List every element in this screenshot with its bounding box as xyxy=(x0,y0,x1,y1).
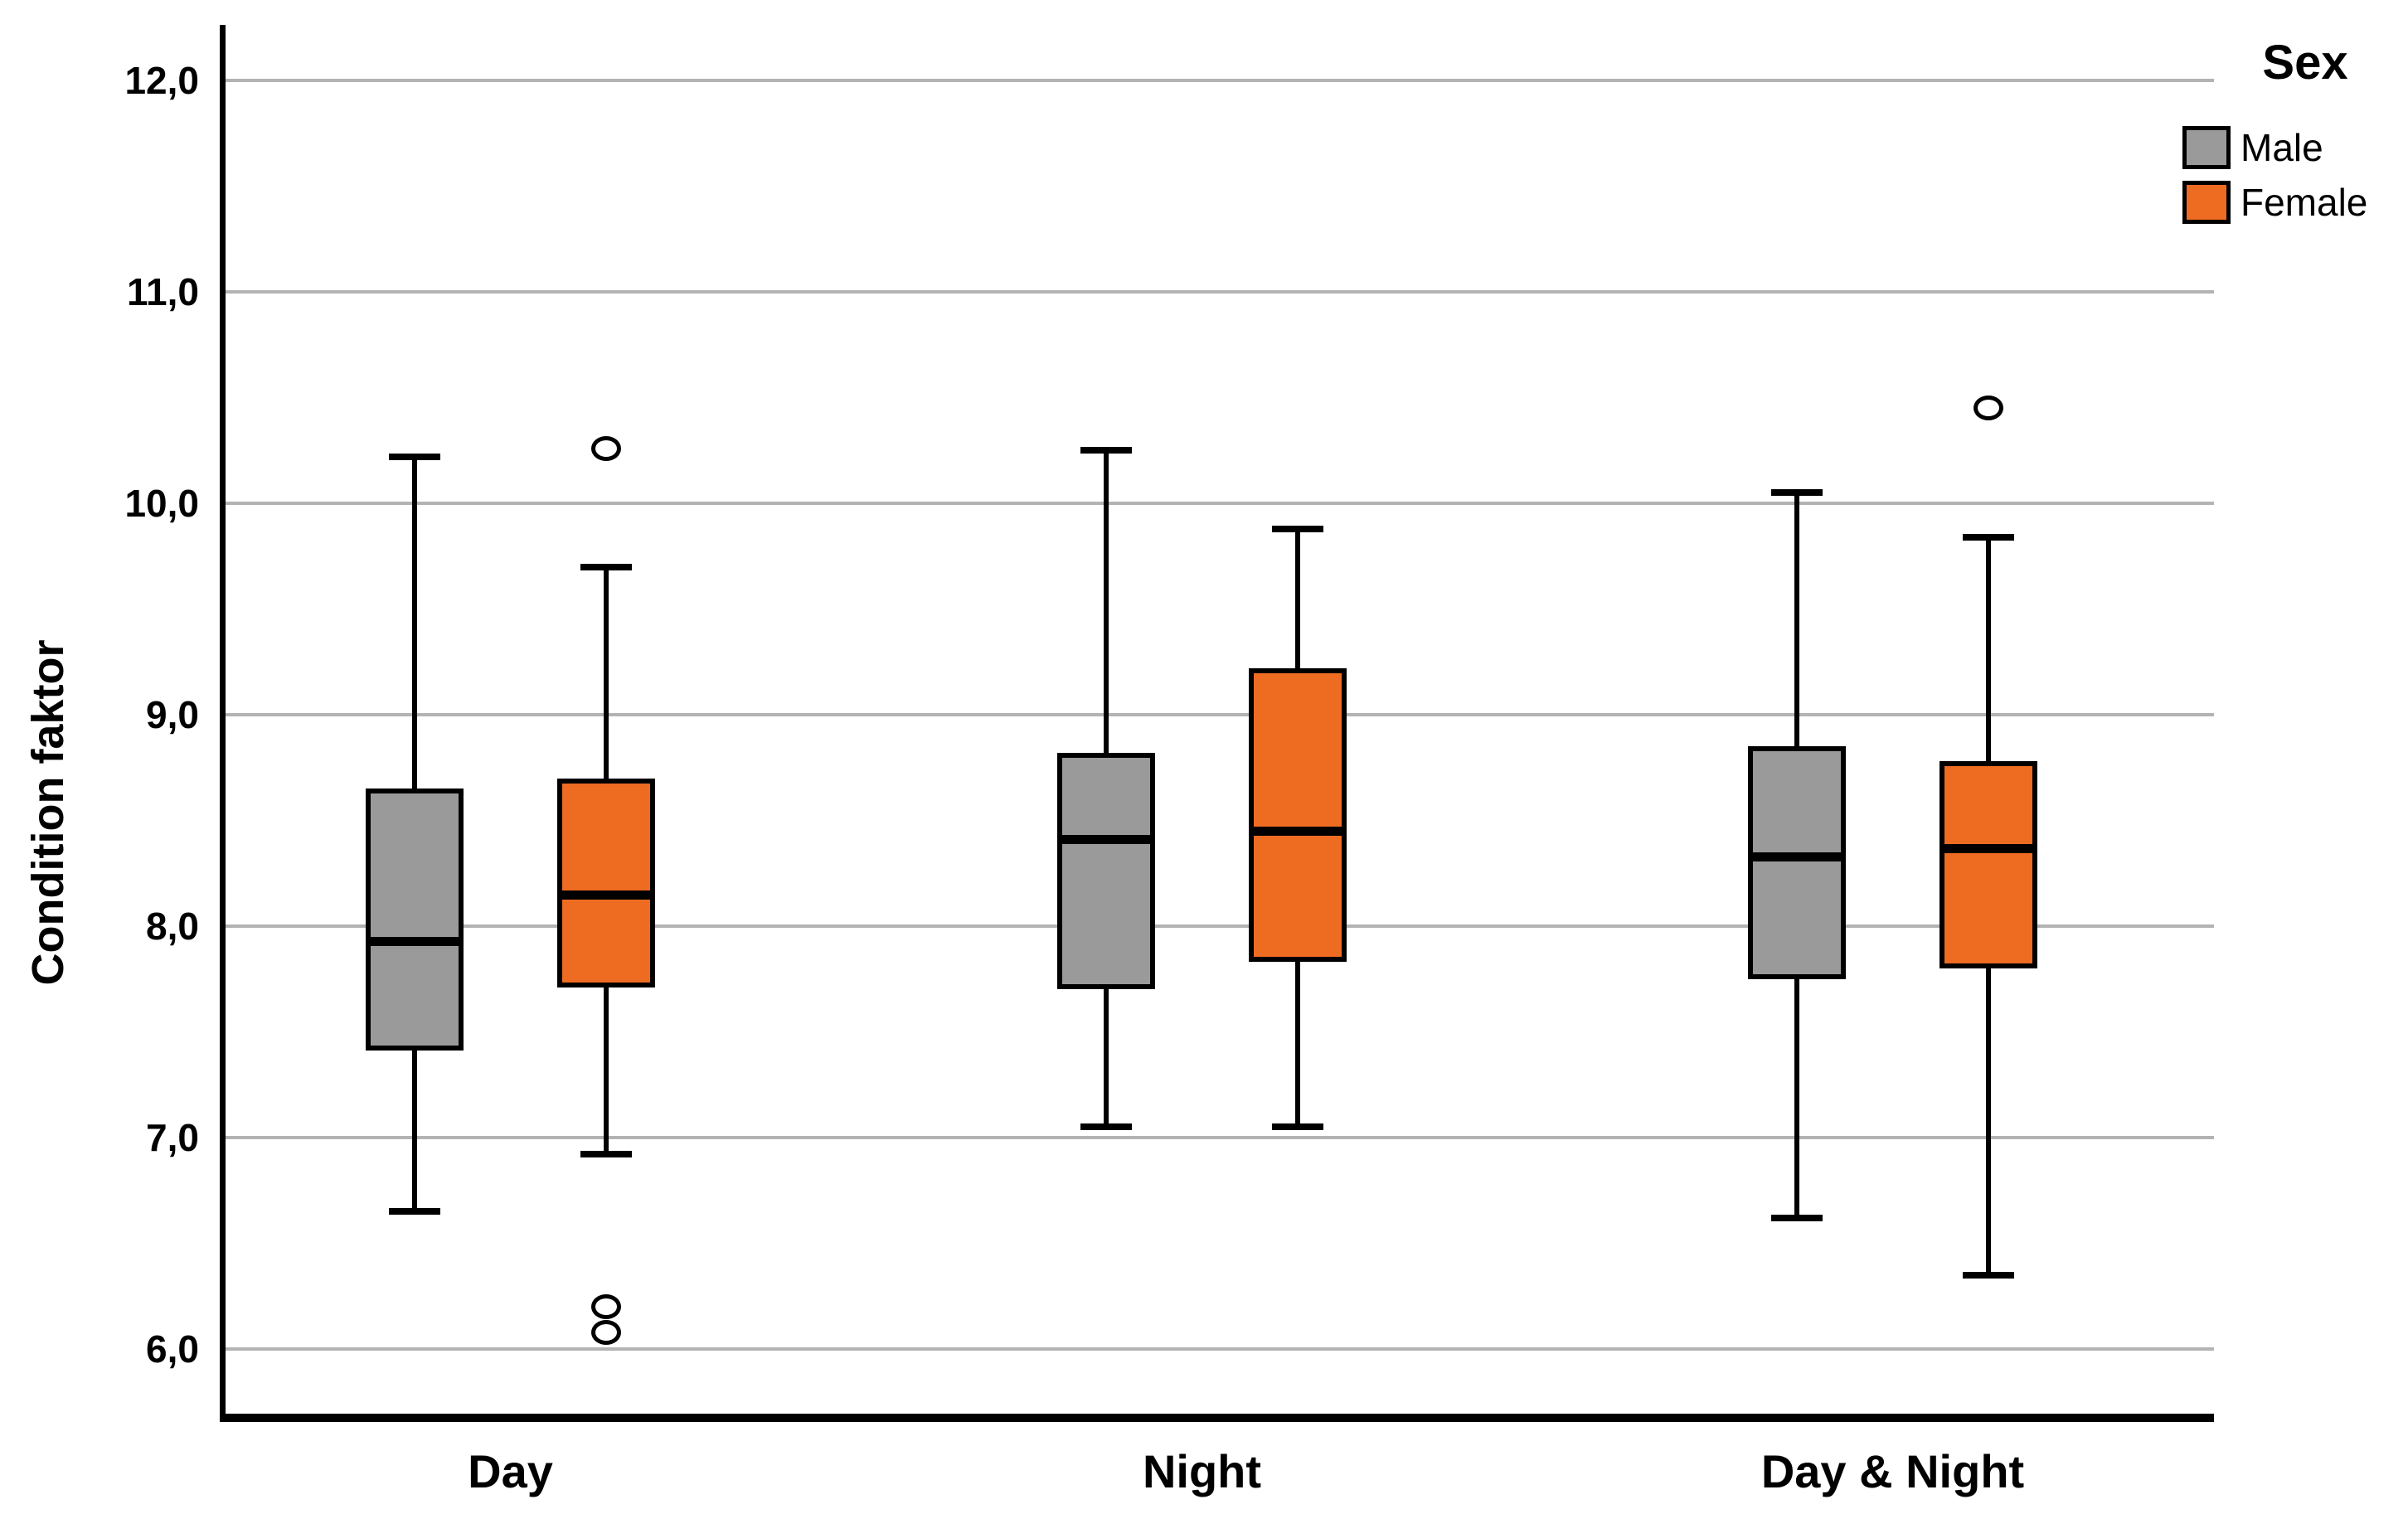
gridline-9 xyxy=(220,713,2214,716)
whisker-cap-low-male-night xyxy=(1080,1123,1132,1131)
x-category-label: Night xyxy=(1142,1445,1262,1497)
median-female-night xyxy=(1249,827,1347,837)
legend-label-male: Male xyxy=(2241,126,2323,169)
y-tick-label: 10,0 xyxy=(124,482,199,525)
whisker-cap-high-female-day-and-night xyxy=(1963,533,2014,541)
x-category-label: Day xyxy=(468,1445,553,1497)
whisker-cap-high-male-day-and-night xyxy=(1771,489,1823,497)
y-tick-label: 7,0 xyxy=(146,1116,199,1159)
whisker-cap-low-female-night xyxy=(1272,1123,1323,1131)
gridline-6 xyxy=(220,1347,2214,1351)
gridline-7 xyxy=(220,1136,2214,1139)
whisker-cap-high-female-day xyxy=(580,563,632,570)
median-male-day-and-night xyxy=(1748,852,1846,861)
median-male-day xyxy=(366,936,464,946)
median-female-day-and-night xyxy=(1940,843,2037,853)
median-female-day xyxy=(557,890,655,900)
male-color-swatch xyxy=(2182,126,2231,169)
gridline-11 xyxy=(220,290,2214,294)
y-tick-label: 11,0 xyxy=(127,270,199,313)
outlier-female-day-and-night xyxy=(1973,395,2003,421)
outlier-female-day xyxy=(591,1319,621,1345)
median-male-night xyxy=(1057,835,1155,845)
x-axis-line xyxy=(220,1414,2214,1422)
box-female-day xyxy=(557,778,655,987)
whisker-cap-low-female-day-and-night xyxy=(1963,1271,2014,1279)
y-tick-label: 8,0 xyxy=(146,905,199,948)
y-tick-label: 12,0 xyxy=(124,59,199,102)
box-female-day-and-night xyxy=(1940,761,2037,968)
y-tick-label: 9,0 xyxy=(146,693,199,736)
whisker-cap-high-male-night xyxy=(1080,447,1132,454)
whisker-cap-high-female-night xyxy=(1272,525,1323,532)
outlier-female-day xyxy=(591,1294,621,1319)
whisker-cap-low-male-day xyxy=(389,1208,440,1216)
box-male-night xyxy=(1057,752,1155,990)
whisker-cap-high-male-day xyxy=(389,453,440,460)
gridline-10 xyxy=(220,502,2214,505)
whisker-cap-low-male-day-and-night xyxy=(1771,1214,1823,1221)
legend-item-male: Male xyxy=(2182,126,2323,169)
female-color-swatch xyxy=(2182,181,2231,224)
gridline-8 xyxy=(220,924,2214,928)
box-male-day xyxy=(366,789,464,1051)
y-axis-line xyxy=(220,25,226,1422)
box-female-night xyxy=(1249,667,1347,963)
legend-item-female: Female xyxy=(2182,181,2367,224)
box-male-day-and-night xyxy=(1748,746,1846,979)
legend-label-female: Female xyxy=(2241,181,2368,224)
x-category-label: Day & Night xyxy=(1760,1445,2025,1497)
whisker-cap-low-female-day xyxy=(580,1151,632,1158)
legend-title: Sex xyxy=(2262,36,2348,90)
gridline-12 xyxy=(220,79,2214,82)
outlier-female-day xyxy=(591,435,621,461)
y-tick-label: 6,0 xyxy=(146,1327,199,1371)
